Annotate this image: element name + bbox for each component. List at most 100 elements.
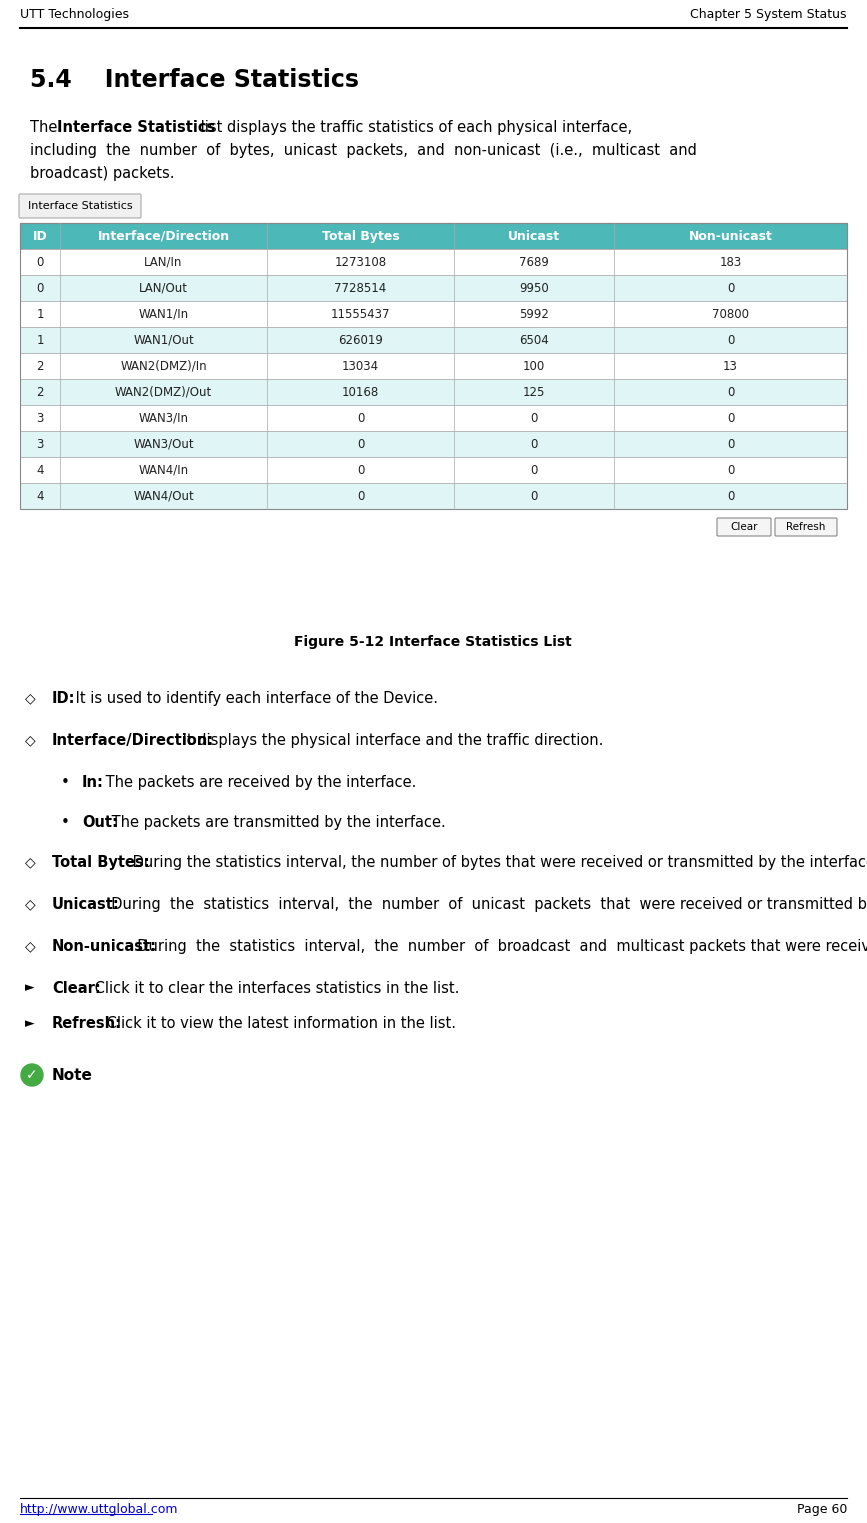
Text: 0: 0	[357, 411, 364, 425]
Bar	[20, 327, 847, 353]
Text: 5992: 5992	[519, 308, 549, 320]
Text: 0: 0	[531, 437, 538, 451]
Text: 0: 0	[531, 463, 538, 477]
Text: WAN3/Out: WAN3/Out	[134, 437, 194, 451]
Text: broadcast) packets.: broadcast) packets.	[30, 166, 174, 181]
Text: WAN3/In: WAN3/In	[139, 411, 188, 425]
Text: 6504: 6504	[519, 334, 549, 347]
Text: 3: 3	[36, 411, 43, 425]
Text: ◇: ◇	[24, 733, 36, 746]
Text: Non-unicast:: Non-unicast:	[52, 938, 157, 953]
Text: In:: In:	[82, 775, 104, 789]
Text: 0: 0	[727, 437, 734, 451]
Bar	[20, 457, 847, 483]
Text: ID:: ID:	[52, 690, 75, 705]
Text: Page 60: Page 60	[797, 1503, 847, 1517]
Text: 0: 0	[357, 463, 364, 477]
Text: Note: Note	[52, 1068, 93, 1083]
Text: Interface Statistics: Interface Statistics	[28, 201, 133, 212]
Text: ►: ►	[25, 1017, 35, 1031]
Text: •: •	[61, 775, 69, 789]
Text: 125: 125	[523, 385, 545, 399]
Text: 3: 3	[36, 437, 43, 451]
Text: 0: 0	[727, 411, 734, 425]
Bar	[20, 248, 847, 276]
Text: 0: 0	[727, 489, 734, 503]
Text: Clear:: Clear:	[52, 981, 101, 996]
Text: 0: 0	[36, 282, 43, 294]
Text: 183: 183	[720, 256, 741, 268]
Bar	[20, 405, 847, 431]
Text: 1: 1	[36, 334, 43, 347]
Text: Unicast: Unicast	[508, 230, 560, 242]
Text: 9950: 9950	[519, 282, 549, 294]
Text: The packets are transmitted by the interface.: The packets are transmitted by the inter…	[108, 815, 446, 830]
Bar	[20, 276, 847, 302]
Text: Refresh: Refresh	[786, 522, 825, 532]
Text: During  the  statistics  interval,  the  number  of  broadcast  and  multicast p: During the statistics interval, the numb…	[127, 938, 867, 953]
Text: ►: ►	[25, 981, 35, 995]
Text: Clear: Clear	[730, 522, 758, 532]
Text: It displays the physical interface and the traffic direction.: It displays the physical interface and t…	[178, 733, 603, 748]
Text: The: The	[30, 120, 62, 136]
Text: 11555437: 11555437	[330, 308, 390, 320]
Text: 1: 1	[36, 308, 43, 320]
Text: ◇: ◇	[24, 940, 36, 953]
Text: Total Bytes: Total Bytes	[322, 230, 400, 242]
Text: 2: 2	[36, 359, 43, 373]
Bar	[20, 353, 847, 379]
Text: LAN/In: LAN/In	[144, 256, 183, 268]
Text: Refresh:: Refresh:	[52, 1016, 122, 1031]
Text: including  the  number  of  bytes,  unicast  packets,  and  non-unicast  (i.e., : including the number of bytes, unicast p…	[30, 143, 697, 158]
Text: 100: 100	[523, 359, 545, 373]
FancyBboxPatch shape	[717, 518, 771, 536]
Text: •: •	[61, 815, 69, 830]
Text: ✓: ✓	[26, 1068, 38, 1081]
Bar	[20, 431, 847, 457]
Text: 0: 0	[531, 411, 538, 425]
Bar	[20, 379, 847, 405]
Text: 7689: 7689	[519, 256, 549, 268]
Text: WAN2(DMZ)/Out: WAN2(DMZ)/Out	[114, 385, 212, 399]
Text: Non-unicast: Non-unicast	[688, 230, 772, 242]
Text: Unicast:: Unicast:	[52, 897, 120, 911]
Text: 13034: 13034	[342, 359, 379, 373]
Text: 1273108: 1273108	[335, 256, 387, 268]
Text: WAN4/In: WAN4/In	[139, 463, 188, 477]
Text: http://www.uttglobal.com: http://www.uttglobal.com	[20, 1503, 179, 1517]
Text: WAN1/In: WAN1/In	[139, 308, 188, 320]
Text: 0: 0	[357, 489, 364, 503]
Text: 4: 4	[36, 463, 43, 477]
Text: Click it to clear the interfaces statistics in the list.: Click it to clear the interfaces statist…	[90, 981, 460, 996]
Text: 0: 0	[727, 282, 734, 294]
Bar	[20, 483, 847, 509]
FancyBboxPatch shape	[775, 518, 837, 536]
Text: ◇: ◇	[24, 691, 36, 705]
Text: Interface Statistics: Interface Statistics	[57, 120, 215, 136]
Text: Out:: Out:	[82, 815, 118, 830]
Text: ◇: ◇	[24, 854, 36, 870]
Text: ID: ID	[33, 230, 48, 242]
Text: Interface/Direction:: Interface/Direction:	[52, 733, 214, 748]
Bar	[20, 222, 847, 248]
Text: 5.4    Interface Statistics: 5.4 Interface Statistics	[30, 69, 359, 91]
Text: 0: 0	[727, 463, 734, 477]
Text: WAN4/Out: WAN4/Out	[134, 489, 194, 503]
Text: WAN1/Out: WAN1/Out	[134, 334, 194, 347]
Text: 10168: 10168	[342, 385, 379, 399]
Text: 2: 2	[36, 385, 43, 399]
FancyBboxPatch shape	[19, 193, 141, 218]
Text: 0: 0	[727, 334, 734, 347]
Text: 626019: 626019	[338, 334, 383, 347]
Text: 7728514: 7728514	[335, 282, 387, 294]
Text: Chapter 5 System Status: Chapter 5 System Status	[690, 8, 847, 20]
Text: Interface/Direction: Interface/Direction	[97, 230, 230, 242]
Text: 0: 0	[36, 256, 43, 268]
Text: 13: 13	[723, 359, 738, 373]
Text: 0: 0	[357, 437, 364, 451]
Text: list displays the traffic statistics of each physical interface,: list displays the traffic statistics of …	[196, 120, 632, 136]
Text: Total Bytes:: Total Bytes:	[52, 854, 150, 870]
Text: Figure 5-12 Interface Statistics List: Figure 5-12 Interface Statistics List	[294, 635, 572, 649]
Text: 0: 0	[531, 489, 538, 503]
Text: ◇: ◇	[24, 897, 36, 911]
